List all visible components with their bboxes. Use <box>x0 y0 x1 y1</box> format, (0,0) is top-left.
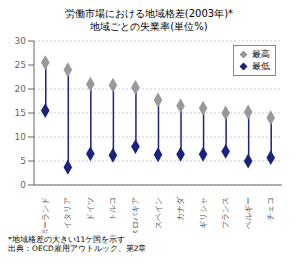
svg-text:チェコ: チェコ <box>266 197 275 221</box>
svg-text:トルコ: トルコ <box>108 197 117 221</box>
svg-text:スペイン: スペイン <box>154 197 163 229</box>
svg-text:ベルギー: ベルギー <box>244 197 253 229</box>
svg-text:ギリシャ: ギリシャ <box>199 197 208 229</box>
svg-text:30: 30 <box>15 36 27 46</box>
svg-text:15: 15 <box>15 108 26 118</box>
svg-text:25: 25 <box>15 60 26 70</box>
html-text:*地域格差の大きい11ケ国を示す: *地域格差の大きい11ケ国を示す <box>8 235 126 244</box>
html-text:出典：OECD雇用アウトルック、第2章: 出典：OECD雇用アウトルック、第2章 <box>8 244 147 254</box>
svg-text:ポーランド: ポーランド <box>41 197 50 233</box>
html-text:地域ごとの失業率(単位%): 地域ごとの失業率(単位%) <box>90 20 208 32</box>
html-text:最低: 最低 <box>252 60 270 71</box>
svg-text:スロバキア: スロバキア <box>131 197 140 233</box>
svg-text:カナダ: カナダ <box>176 196 185 221</box>
svg-text:10: 10 <box>15 132 27 142</box>
svg-text:イタリア: イタリア <box>63 197 72 229</box>
svg-text:ドイツ: ドイツ <box>86 197 95 221</box>
svg-text:5: 5 <box>20 156 26 166</box>
html-text:最高: 最高 <box>252 49 270 59</box>
svg-text:0: 0 <box>20 180 26 190</box>
svg-text:20: 20 <box>15 84 27 94</box>
svg-text:フランス: フランス <box>221 197 230 229</box>
html-text:労働市場における地域格差(2003年)*: 労働市場における地域格差(2003年)* <box>64 8 234 19</box>
